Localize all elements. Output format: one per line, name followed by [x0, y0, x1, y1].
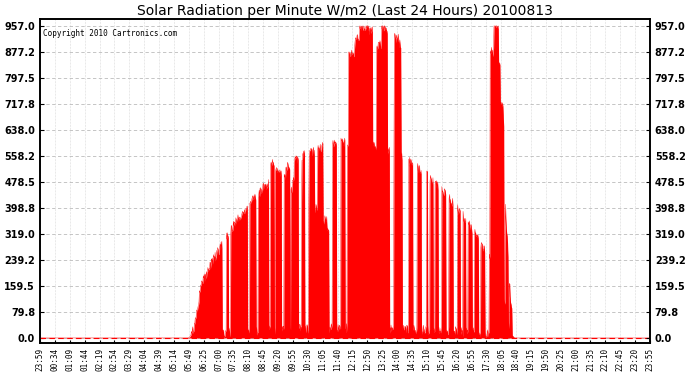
Title: Solar Radiation per Minute W/m2 (Last 24 Hours) 20100813: Solar Radiation per Minute W/m2 (Last 24…	[137, 4, 553, 18]
Text: Copyright 2010 Cartronics.com: Copyright 2010 Cartronics.com	[43, 29, 177, 38]
